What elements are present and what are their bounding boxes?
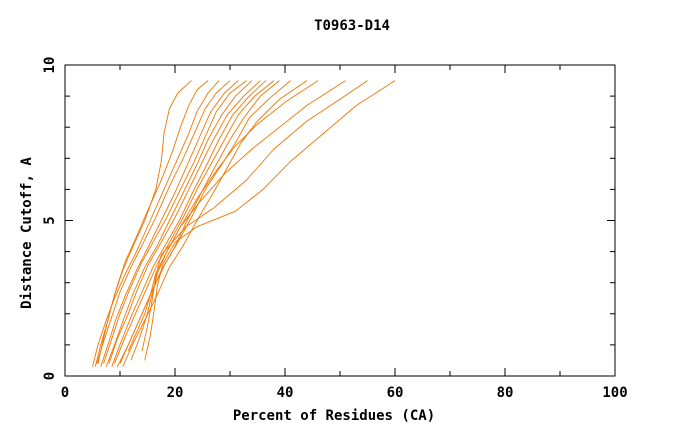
axis-ticks (64, 64, 616, 377)
x-tick-label: 0 (61, 385, 69, 401)
series-line (130, 80, 346, 361)
series-line (141, 80, 368, 352)
x-tick-label: 20 (167, 385, 184, 401)
series-line (111, 80, 267, 367)
series-line (100, 80, 239, 367)
series-line (94, 80, 192, 367)
x-tick-labels: 0 20 40 60 80 100 (61, 385, 628, 401)
series-line (114, 80, 275, 364)
series-line (92, 80, 220, 367)
x-tick-label: 100 (602, 385, 627, 401)
y-tick-label: 0 (42, 372, 58, 380)
x-axis-label: Percent of Residues (CA) (233, 408, 435, 424)
y-axis-label: Distance Cutoff, A (19, 157, 35, 309)
series-line (108, 80, 261, 364)
chart-title: T0963-D14 (314, 18, 390, 34)
series-line (144, 80, 396, 361)
series-line (105, 80, 253, 367)
series-line (103, 80, 247, 364)
series-line (119, 80, 291, 364)
x-tick-label: 40 (277, 385, 294, 401)
x-tick-label: 80 (497, 385, 514, 401)
series-line (122, 80, 308, 367)
y-tick-label: 10 (42, 57, 58, 74)
x-tick-label: 60 (387, 385, 404, 401)
series-line (96, 80, 231, 364)
y-tick-labels: 0 5 10 (42, 57, 58, 381)
plot-frame (64, 64, 616, 377)
curves (92, 80, 396, 367)
y-tick-label: 5 (42, 216, 58, 224)
